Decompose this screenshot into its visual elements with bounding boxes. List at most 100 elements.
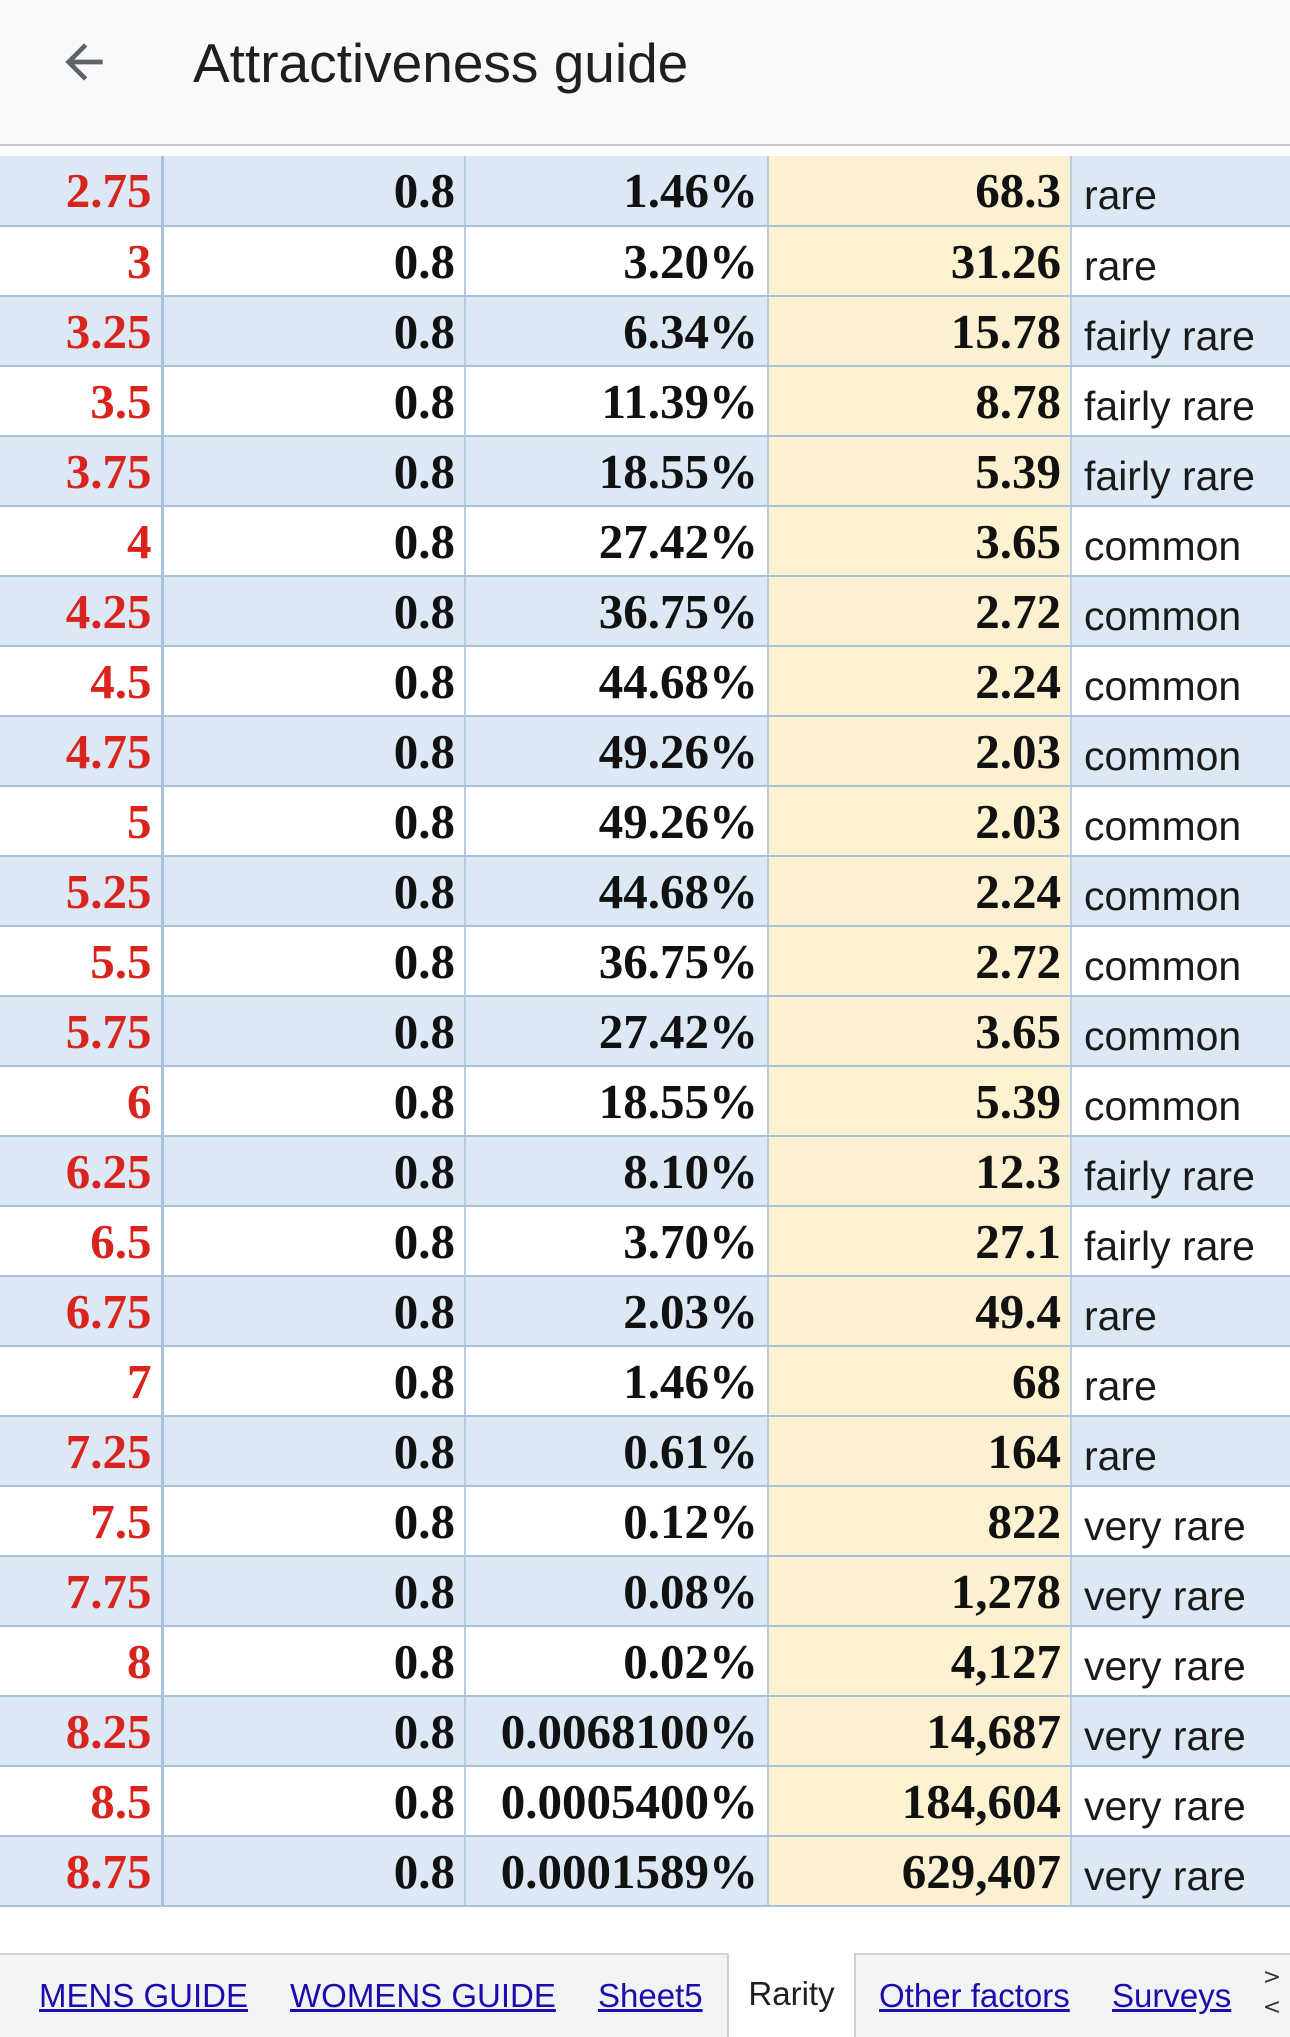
rarity-cell[interactable]: rare bbox=[1071, 1416, 1290, 1487]
factor-cell[interactable]: 0.8 bbox=[162, 1206, 466, 1277]
one-in-cell[interactable]: 49.4 bbox=[768, 1276, 1072, 1347]
percentage-cell[interactable]: 3.70% bbox=[465, 1206, 769, 1277]
one-in-cell[interactable]: 12.3 bbox=[768, 1136, 1072, 1207]
rarity-cell[interactable]: fairly rare bbox=[1071, 296, 1290, 367]
one-in-cell[interactable]: 822 bbox=[768, 1486, 1072, 1557]
one-in-cell[interactable]: 3.65 bbox=[768, 996, 1072, 1067]
percentage-cell[interactable]: 27.42% bbox=[465, 996, 769, 1067]
tab-mens-guide[interactable]: MENS GUIDE bbox=[39, 1977, 249, 2014]
factor-cell[interactable]: 0.8 bbox=[162, 1486, 466, 1557]
score-cell[interactable]: 5 bbox=[0, 786, 164, 857]
percentage-cell[interactable]: 36.75% bbox=[465, 576, 769, 647]
one-in-cell[interactable]: 4,127 bbox=[768, 1626, 1072, 1697]
one-in-cell[interactable]: 2.72 bbox=[768, 926, 1072, 997]
score-cell[interactable]: 8 bbox=[0, 1626, 164, 1697]
factor-cell[interactable]: 0.8 bbox=[162, 156, 466, 227]
factor-cell[interactable]: 0.8 bbox=[162, 1556, 466, 1627]
one-in-cell[interactable]: 164 bbox=[768, 1416, 1072, 1487]
tab-scroll-controls[interactable]: > < bbox=[1258, 1963, 1286, 2029]
rarity-cell[interactable]: common bbox=[1071, 786, 1290, 857]
percentage-cell[interactable]: 0.0068100% bbox=[465, 1696, 769, 1767]
percentage-cell[interactable]: 49.26% bbox=[465, 716, 769, 787]
score-cell[interactable]: 7.5 bbox=[0, 1486, 164, 1557]
score-cell[interactable]: 4.75 bbox=[0, 716, 164, 787]
tab-womens-guide[interactable]: WOMENS GUIDE bbox=[290, 1977, 556, 2014]
percentage-cell[interactable]: 44.68% bbox=[465, 856, 769, 927]
one-in-cell[interactable]: 31.26 bbox=[768, 226, 1072, 297]
rarity-cell[interactable]: very rare bbox=[1071, 1766, 1290, 1837]
score-cell[interactable]: 2.75 bbox=[0, 156, 164, 227]
tab-rarity[interactable]: Rarity bbox=[727, 1953, 856, 2037]
factor-cell[interactable]: 0.8 bbox=[162, 506, 466, 577]
factor-cell[interactable]: 0.8 bbox=[162, 996, 466, 1067]
factor-cell[interactable]: 0.8 bbox=[162, 1136, 466, 1207]
rarity-cell[interactable]: rare bbox=[1071, 1276, 1290, 1347]
score-cell[interactable]: 6.5 bbox=[0, 1206, 164, 1277]
tab-sheet5[interactable]: Sheet5 bbox=[598, 1977, 703, 2014]
score-cell[interactable]: 8.5 bbox=[0, 1766, 164, 1837]
one-in-cell[interactable]: 184,604 bbox=[768, 1766, 1072, 1837]
chevron-left-icon[interactable]: < bbox=[1262, 1995, 1282, 2020]
one-in-cell[interactable]: 68 bbox=[768, 1346, 1072, 1417]
percentage-cell[interactable]: 3.20% bbox=[465, 226, 769, 297]
score-cell[interactable]: 4.5 bbox=[0, 646, 164, 717]
percentage-cell[interactable]: 1.46% bbox=[465, 1346, 769, 1417]
one-in-cell[interactable]: 5.39 bbox=[768, 1066, 1072, 1137]
rarity-cell[interactable]: common bbox=[1071, 1066, 1290, 1137]
rarity-cell[interactable]: rare bbox=[1071, 1346, 1290, 1417]
factor-cell[interactable]: 0.8 bbox=[162, 926, 466, 997]
score-cell[interactable]: 4 bbox=[0, 506, 164, 577]
one-in-cell[interactable]: 2.72 bbox=[768, 576, 1072, 647]
percentage-cell[interactable]: 0.0001589% bbox=[465, 1836, 769, 1907]
percentage-cell[interactable]: 8.10% bbox=[465, 1136, 769, 1207]
score-cell[interactable]: 7.25 bbox=[0, 1416, 164, 1487]
one-in-cell[interactable]: 1,278 bbox=[768, 1556, 1072, 1627]
tab-other-factors[interactable]: Other factors bbox=[879, 1977, 1070, 2014]
one-in-cell[interactable]: 14,687 bbox=[768, 1696, 1072, 1767]
rarity-cell[interactable]: rare bbox=[1071, 226, 1290, 297]
score-cell[interactable]: 7 bbox=[0, 1346, 164, 1417]
rarity-cell[interactable]: common bbox=[1071, 646, 1290, 717]
factor-cell[interactable]: 0.8 bbox=[162, 366, 466, 437]
percentage-cell[interactable]: 0.08% bbox=[465, 1556, 769, 1627]
rarity-cell[interactable]: very rare bbox=[1071, 1486, 1290, 1557]
factor-cell[interactable]: 0.8 bbox=[162, 296, 466, 367]
rarity-cell[interactable]: very rare bbox=[1071, 1836, 1290, 1907]
one-in-cell[interactable]: 629,407 bbox=[768, 1836, 1072, 1907]
factor-cell[interactable]: 0.8 bbox=[162, 1696, 466, 1767]
percentage-cell[interactable]: 6.34% bbox=[465, 296, 769, 367]
one-in-cell[interactable]: 27.1 bbox=[768, 1206, 1072, 1277]
spreadsheet-grid[interactable]: 2.75 0.8 1.46% 68.3 rare 3 0.8 3.20% 31.26 rare 3.… bbox=[0, 146, 1290, 1953]
score-cell[interactable]: 6.25 bbox=[0, 1136, 164, 1207]
tab-surveys[interactable]: Surveys bbox=[1112, 1977, 1232, 2014]
rarity-cell[interactable]: very rare bbox=[1071, 1626, 1290, 1697]
factor-cell[interactable]: 0.8 bbox=[162, 1416, 466, 1487]
percentage-cell[interactable]: 2.03% bbox=[465, 1276, 769, 1347]
factor-cell[interactable]: 0.8 bbox=[162, 856, 466, 927]
rarity-cell[interactable]: common bbox=[1071, 856, 1290, 927]
rarity-cell[interactable]: fairly rare bbox=[1071, 366, 1290, 437]
factor-cell[interactable]: 0.8 bbox=[162, 716, 466, 787]
rarity-cell[interactable]: fairly rare bbox=[1071, 436, 1290, 507]
percentage-cell[interactable]: 18.55% bbox=[465, 436, 769, 507]
score-cell[interactable]: 5.75 bbox=[0, 996, 164, 1067]
percentage-cell[interactable]: 1.46% bbox=[465, 156, 769, 227]
factor-cell[interactable]: 0.8 bbox=[162, 1766, 466, 1837]
score-cell[interactable]: 3.75 bbox=[0, 436, 164, 507]
percentage-cell[interactable]: 0.61% bbox=[465, 1416, 769, 1487]
one-in-cell[interactable]: 2.24 bbox=[768, 646, 1072, 717]
factor-cell[interactable]: 0.8 bbox=[162, 786, 466, 857]
percentage-cell[interactable]: 36.75% bbox=[465, 926, 769, 997]
percentage-cell[interactable]: 0.02% bbox=[465, 1626, 769, 1697]
percentage-cell[interactable]: 0.12% bbox=[465, 1486, 769, 1557]
one-in-cell[interactable]: 2.03 bbox=[768, 786, 1072, 857]
factor-cell[interactable]: 0.8 bbox=[162, 436, 466, 507]
score-cell[interactable]: 7.75 bbox=[0, 1556, 164, 1627]
score-cell[interactable]: 8.75 bbox=[0, 1836, 164, 1907]
back-button[interactable] bbox=[44, 22, 124, 102]
one-in-cell[interactable]: 8.78 bbox=[768, 366, 1072, 437]
factor-cell[interactable]: 0.8 bbox=[162, 646, 466, 717]
factor-cell[interactable]: 0.8 bbox=[162, 226, 466, 297]
score-cell[interactable]: 3 bbox=[0, 226, 164, 297]
rarity-cell[interactable]: common bbox=[1071, 716, 1290, 787]
